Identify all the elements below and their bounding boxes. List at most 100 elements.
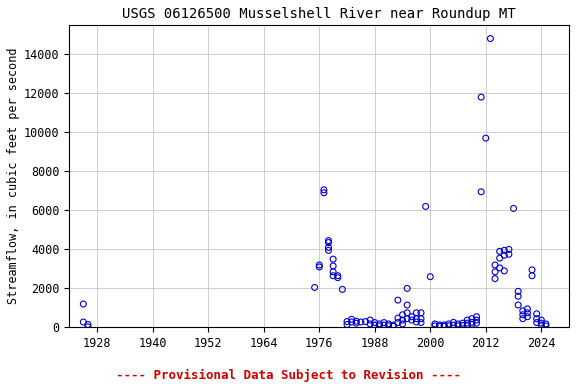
Point: [505, 246, 514, 252]
Point: [380, 322, 389, 328]
Point: [352, 320, 361, 326]
Point: [495, 255, 504, 261]
Point: [384, 321, 393, 327]
Point: [486, 35, 495, 41]
Point: [523, 310, 532, 316]
Point: [495, 265, 504, 271]
Point: [472, 320, 481, 326]
Point: [416, 319, 426, 326]
Point: [518, 308, 528, 314]
Point: [319, 190, 328, 196]
Point: [347, 316, 356, 322]
Point: [398, 317, 407, 323]
Point: [393, 297, 403, 303]
Point: [412, 316, 421, 322]
Point: [84, 321, 93, 328]
Point: [375, 323, 384, 329]
Point: [532, 316, 541, 322]
Y-axis label: Streamflow, in cubic feet per second: Streamflow, in cubic feet per second: [7, 48, 20, 305]
Point: [495, 248, 504, 254]
Point: [449, 322, 458, 328]
Point: [528, 267, 537, 273]
Point: [342, 321, 351, 328]
Point: [430, 323, 439, 329]
Point: [79, 301, 88, 307]
Point: [467, 321, 476, 328]
Point: [79, 319, 88, 325]
Point: [324, 238, 333, 244]
Point: [514, 293, 523, 299]
Point: [393, 315, 403, 321]
Point: [370, 322, 380, 328]
Title: USGS 06126500 Musselshell River near Roundup MT: USGS 06126500 Musselshell River near Rou…: [123, 7, 516, 21]
Point: [509, 205, 518, 212]
Point: [403, 310, 412, 316]
Text: ---- Provisional Data Subject to Revision ----: ---- Provisional Data Subject to Revisio…: [116, 369, 460, 382]
Point: [500, 247, 509, 253]
Point: [380, 319, 389, 326]
Point: [324, 240, 333, 246]
Point: [324, 247, 333, 253]
Point: [333, 275, 342, 281]
Point: [528, 273, 537, 279]
Point: [384, 323, 393, 329]
Point: [389, 323, 398, 329]
Point: [338, 286, 347, 293]
Point: [407, 314, 416, 320]
Point: [352, 318, 361, 324]
Point: [366, 317, 375, 323]
Point: [347, 319, 356, 325]
Point: [416, 316, 426, 322]
Point: [532, 311, 541, 317]
Point: [537, 322, 546, 328]
Point: [523, 306, 532, 312]
Point: [449, 319, 458, 326]
Point: [453, 323, 463, 329]
Point: [366, 321, 375, 327]
Point: [467, 316, 476, 322]
Point: [370, 319, 380, 326]
Point: [472, 317, 481, 323]
Point: [490, 269, 499, 275]
Point: [328, 273, 338, 279]
Point: [407, 317, 416, 323]
Point: [541, 323, 551, 329]
Point: [514, 288, 523, 295]
Point: [444, 323, 453, 329]
Point: [314, 264, 324, 270]
Point: [361, 318, 370, 324]
Point: [416, 310, 426, 316]
Point: [500, 268, 509, 274]
Point: [532, 319, 541, 326]
Point: [541, 321, 551, 327]
Point: [328, 256, 338, 262]
Point: [412, 319, 421, 325]
Point: [421, 204, 430, 210]
Point: [403, 302, 412, 308]
Point: [463, 322, 472, 328]
Point: [412, 310, 421, 316]
Point: [430, 321, 439, 327]
Point: [333, 273, 342, 279]
Point: [458, 323, 467, 329]
Point: [403, 285, 412, 291]
Point: [314, 262, 324, 268]
Point: [537, 317, 546, 323]
Point: [490, 276, 499, 282]
Point: [398, 312, 407, 318]
Point: [467, 319, 476, 326]
Point: [500, 252, 509, 258]
Point: [463, 320, 472, 326]
Point: [310, 285, 319, 291]
Point: [328, 269, 338, 275]
Point: [84, 324, 93, 330]
Point: [518, 312, 528, 318]
Point: [523, 314, 532, 320]
Point: [476, 189, 486, 195]
Point: [490, 262, 499, 268]
Point: [514, 302, 523, 308]
Point: [537, 320, 546, 326]
Point: [439, 323, 449, 329]
Point: [505, 251, 514, 257]
Point: [453, 321, 463, 327]
